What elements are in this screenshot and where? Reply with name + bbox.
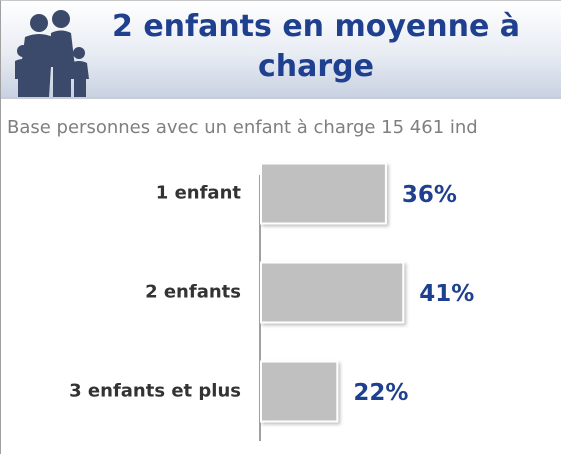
category-label: 3 enfants et plus <box>69 381 241 402</box>
family-icon <box>15 10 89 97</box>
value-label: 41% <box>419 281 474 307</box>
value-label: 36% <box>402 182 457 208</box>
category-label: 1 enfant <box>156 183 242 204</box>
bar <box>260 261 405 324</box>
bar <box>260 162 387 225</box>
value-label: 22% <box>353 380 408 406</box>
chart-subtitle: Base personnes avec un enfant à charge 1… <box>7 117 478 138</box>
category-label: 2 enfants <box>145 282 241 303</box>
header: 2 enfants en moyenne à charge <box>1 1 561 99</box>
chart-title: 2 enfants en moyenne à charge <box>112 9 520 84</box>
bar <box>260 360 339 423</box>
